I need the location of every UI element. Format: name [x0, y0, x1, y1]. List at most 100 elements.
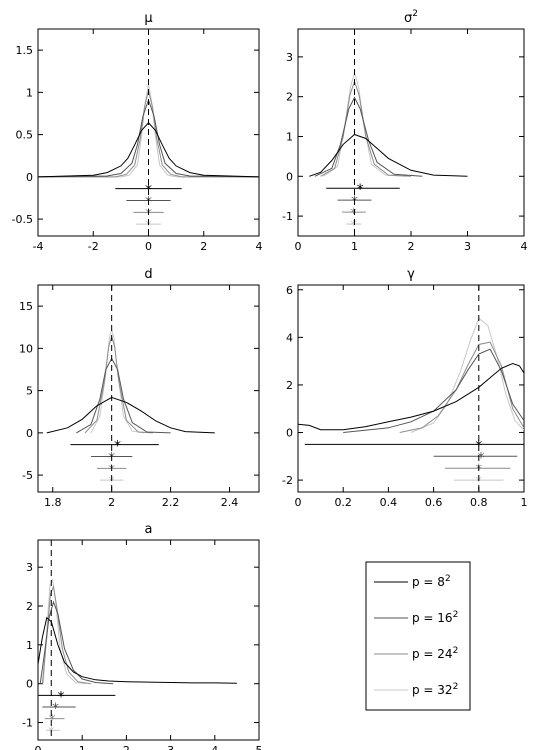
series-curve-2	[84, 334, 153, 434]
x-tick-label: 4	[256, 240, 263, 253]
x-tick-label: 2	[108, 496, 115, 509]
series-curve-3	[90, 327, 145, 434]
legend-label-3: p = 322	[412, 682, 458, 697]
plot-area: ****	[38, 540, 237, 740]
legend-box	[365, 561, 471, 711]
panel-title: a	[145, 522, 153, 537]
y-tick-label: 0	[26, 171, 33, 184]
x-tick-label: 0.8	[470, 496, 488, 509]
panels: μ-4-2024-0.500.511.5****σ201234-10123***…	[12, 9, 528, 750]
series-curve-1	[314, 96, 423, 177]
estimate-marker-2: *	[49, 713, 56, 729]
series-curve-1	[39, 600, 114, 685]
y-tick-label: -1	[282, 210, 293, 223]
y-tick-label: 1.5	[16, 44, 34, 57]
y-tick-label: 0	[26, 427, 33, 440]
panel-4: a 0 1 2 3 4 5 -1 0 1 2 3 ****	[22, 522, 262, 750]
x-tick-label: 2	[123, 744, 130, 750]
x-tick-label: 1.8	[44, 496, 62, 509]
x-tick-label: 3	[167, 744, 174, 750]
y-tick-label: 4	[286, 331, 293, 344]
estimate-marker-0: *	[357, 182, 364, 198]
estimate-marker-1: *	[478, 450, 485, 466]
plot-area: ****	[298, 285, 524, 492]
axes-frame	[37, 284, 260, 493]
x-tick-label: 0.2	[334, 496, 352, 509]
series-curve-2	[41, 584, 92, 685]
y-tick-label: 3	[26, 561, 33, 574]
x-tick-label: 3	[464, 240, 471, 253]
series-curve-1	[76, 357, 171, 434]
x-tick-label: 0.6	[425, 496, 443, 509]
y-tick-label: 2	[286, 379, 293, 392]
y-tick-label: 0	[26, 678, 33, 691]
series-curve-3	[42, 579, 87, 685]
x-tick-label: 2.4	[221, 496, 239, 509]
x-tick-label: 2.2	[162, 496, 180, 509]
x-tick-label: 1	[351, 240, 358, 253]
panel-1: σ2 0 1 2 3 4 -1 0 1 2 3 ****	[282, 9, 527, 253]
x-tick-label: 4	[211, 744, 218, 750]
plot-area: ****	[309, 29, 468, 236]
estimate-marker-0: *	[57, 689, 64, 705]
x-tick-label: 0	[35, 744, 42, 750]
y-tick-label: 1	[26, 86, 33, 99]
estimate-marker-1: *	[52, 701, 59, 717]
x-tick-label: 2	[200, 240, 207, 253]
series-curve-0	[46, 396, 215, 434]
series-curve-2	[320, 79, 412, 177]
series-curve-0	[298, 362, 524, 431]
y-tick-label: 0.5	[16, 129, 34, 142]
panel-title: γ	[407, 267, 415, 282]
y-tick-label: 0	[286, 427, 293, 440]
y-tick-label: 10	[19, 342, 33, 355]
estimate-marker-3: *	[475, 474, 482, 490]
y-tick-label: -0.5	[12, 213, 33, 226]
series-curve-3	[410, 317, 524, 433]
y-tick-label: 15	[19, 300, 33, 313]
axes-frame	[37, 539, 260, 741]
y-tick-label: 3	[286, 51, 293, 64]
x-tick-label: -4	[33, 240, 44, 253]
series-curve-1	[343, 348, 524, 433]
estimate-marker-3: *	[108, 474, 115, 490]
panel-title: σ2	[404, 9, 418, 26]
plot-area: ****	[38, 29, 259, 236]
x-tick-label: 1	[521, 496, 528, 509]
plot-area: ****	[46, 285, 215, 492]
legend-label-1: p = 162	[412, 610, 458, 625]
y-tick-label: -1	[22, 717, 33, 730]
estimate-marker-2: *	[350, 206, 357, 222]
panel-0: μ -4 -2 0 2 4 -0.5 0 0.5 1 1.5 ****	[12, 11, 263, 253]
y-tick-label: -5	[22, 469, 33, 482]
legend: p = 82 p = 162 p = 242 p = 322	[365, 561, 471, 711]
estimate-marker-3: *	[145, 218, 152, 234]
axes-frame	[297, 284, 525, 493]
legend-label-2: p = 242	[412, 646, 458, 661]
axes-frame	[297, 28, 525, 237]
legend-label-0: p = 82	[412, 574, 451, 589]
y-tick-label: 1	[286, 130, 293, 143]
y-tick-label: -2	[282, 474, 293, 487]
y-tick-label: 2	[286, 91, 293, 104]
series-curve-0	[38, 616, 237, 684]
y-tick-label: 6	[286, 284, 293, 297]
x-tick-label: 5	[256, 744, 263, 750]
x-tick-label: 0.4	[380, 496, 398, 509]
estimate-marker-0: *	[114, 439, 121, 455]
panel-title: μ	[144, 11, 152, 26]
x-tick-label: 4	[521, 240, 528, 253]
x-tick-label: 0	[295, 496, 302, 509]
panel-title: d	[144, 267, 152, 282]
x-tick-label: 2	[408, 240, 415, 253]
estimate-marker-3: *	[350, 218, 357, 234]
x-tick-label: 0	[295, 240, 302, 253]
y-tick-label: 0	[286, 170, 293, 183]
y-tick-label: 2	[26, 600, 33, 613]
series-curve-0	[309, 133, 468, 177]
x-tick-label: 1	[79, 744, 86, 750]
y-tick-label: 5	[26, 385, 33, 398]
